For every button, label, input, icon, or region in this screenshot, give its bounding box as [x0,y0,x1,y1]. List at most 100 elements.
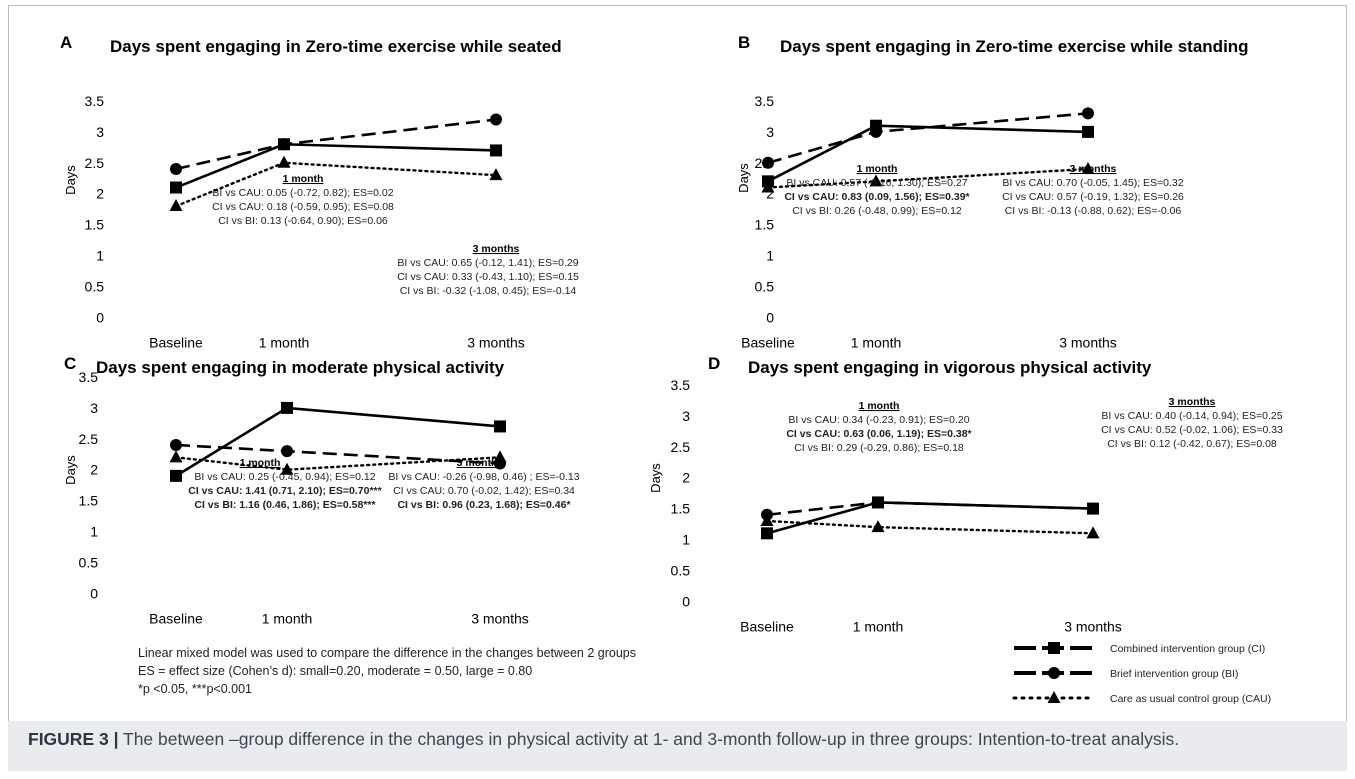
data-point-bi [1082,107,1094,120]
annotation-line: BI vs CAU: -0.26 (-0.98, 0.46) ; ES=-0.1… [388,471,579,483]
y-tick-label: 0.5 [85,278,105,294]
annotation-line: CI vs BI: 0.96 (0.23, 1.68); ES=0.46* [397,499,571,511]
x-tick-label: 3 months [467,334,525,350]
legend-marker [1048,667,1060,679]
data-point-cau [760,513,774,526]
y-tick-label: 2 [682,470,690,486]
series-line-cau [174,456,502,471]
caption-bar [8,721,1347,771]
data-point-cau [493,450,507,463]
data-point-ci [170,181,182,194]
y-tick-label: 3.5 [79,369,99,385]
chart-panel-B: B Days spent engaging in Zero-time exerci… [736,33,1249,350]
data-point-cau [871,520,885,533]
annotation-line: CI vs CAU: 0.83 (0.09, 1.56); ES=0.39* [784,191,970,203]
data-point-cau [169,199,183,212]
annotation-line: BI vs CAU: 0.34 (-0.23, 0.91); ES=0.20 [788,414,969,426]
y-tick-label: 3.5 [85,93,105,109]
annotation-line: BI vs CAU: 0.25 (-0.45, 0.94); ES=0.12 [194,471,375,483]
y-axis-label: Days [648,463,663,493]
legend-label: Brief intervention group (BI) [1110,668,1238,680]
data-point-bi [762,156,774,169]
chart-panel-A: A Days spent engaging in Zero-time exerci… [60,33,579,350]
x-tick-label: 1 month [851,334,902,350]
data-point-cau [277,155,291,168]
legend-label: Care as usual control group (CAU) [1110,693,1271,705]
series-line-cau [765,519,1095,535]
legend-item: Combined intervention group (CI) [1014,642,1265,655]
annotation-heading: 3 months [457,457,504,469]
data-point-bi [872,496,884,509]
y-tick-label: 2 [766,186,774,202]
annotation-line: CI vs BI: 0.29 (-0.29, 0.86); ES=0.18 [794,442,964,454]
data-point-ci [494,420,506,433]
y-tick-label: 1.5 [85,217,105,233]
figure-charts: A Days spent engaging in Zero-time exerci… [60,33,1283,634]
y-tick-label: 3 [96,124,104,140]
data-point-cau [169,450,183,463]
y-tick-label: 1.5 [79,493,99,509]
chart-panel-D: D Days spent engaging in vigorous physica… [648,354,1283,634]
annotation-heading: 3 months [1070,163,1117,175]
series-line-bi [175,118,497,171]
x-tick-label: 3 months [471,610,529,626]
annotation-line: CI vs CAU: 0.63 (0.06, 1.19); ES=0.38* [786,428,972,440]
annotation-line: CI vs BI: 0.12 (-0.42, 0.67); ES=0.08 [1107,438,1277,450]
x-tick-label: 1 month [259,334,310,350]
x-tick-label: Baseline [149,334,203,350]
y-axis-label: Days [63,455,78,485]
annotation-line: CI vs CAU: 0.33 (-0.43, 1.10); ES=0.15 [397,271,579,283]
y-tick-label: 1.5 [755,217,775,233]
annotation-line: BI vs CAU: 0.57 (-0.16, 1.30); ES=0.27 [786,177,967,189]
x-tick-label: Baseline [149,610,203,626]
note-line: *p <0.05, ***p<0.001 [138,682,252,696]
data-point-bi [278,138,290,151]
data-point-ci [281,401,293,414]
note-line: Linear mixed model was used to compare t… [138,646,636,660]
y-tick-label: 3.5 [755,93,775,109]
y-tick-label: 0.5 [79,554,99,570]
caption-label: FIGURE 3 | [28,729,119,749]
x-tick-label: 1 month [853,618,904,634]
legend-marker [1048,642,1060,654]
y-tick-label: 3 [682,408,690,424]
data-point-ci [761,527,773,540]
data-point-bi [490,113,502,126]
chart-legend: Combined intervention group (CI) Brief in… [1012,642,1271,705]
annotation-line: CI vs CAU: 0.52 (-0.02, 1.06); ES=0.33 [1101,424,1283,436]
annotation-heading: 3 months [473,243,520,255]
data-point-bi [170,162,182,175]
y-tick-label: 0 [90,585,98,601]
annotation-line: CI vs BI: -0.13 (-0.88, 0.62); ES=-0.06 [1005,205,1182,217]
y-tick-label: 0 [682,593,690,609]
x-tick-label: 1 month [262,610,313,626]
y-tick-label: 0.5 [671,562,691,578]
y-tick-label: 3 [766,124,774,140]
x-tick-label: 3 months [1059,334,1117,350]
annotation-line: BI vs CAU: 0.40 (-0.14, 0.94); ES=0.25 [1101,410,1282,422]
data-point-cau [869,174,883,187]
y-axis-label: Days [736,163,751,193]
data-point-cau [280,462,294,475]
legend-item: Brief intervention group (BI) [1014,667,1238,680]
chart-panel-C: C Days spent engaging in moderate physica… [63,354,580,626]
note-line: ES = effect size (Cohen’s d): small=0.20… [138,664,533,678]
annotation-line: CI vs BI: 1.16 (0.46, 1.86); ES=0.58*** [194,499,376,511]
chart-title: Days spent engaging in Zero-time exercis… [110,37,562,56]
panel-letter: A [60,33,72,52]
y-tick-label: 3.5 [671,377,691,393]
chart-title: Days spent engaging in Zero-time exercis… [780,37,1249,56]
y-tick-label: 0.5 [755,278,775,294]
data-point-ci [490,144,502,157]
panel-letter: C [64,354,76,373]
x-tick-label: Baseline [740,618,794,634]
data-point-bi [170,438,182,451]
y-tick-label: 1.5 [671,501,691,517]
annotation-heading: 1 month [283,173,324,185]
y-tick-label: 1 [90,524,98,540]
annotation-line: CI vs CAU: 0.70 (-0.02, 1.42); ES=0.34 [393,485,575,497]
annotation-heading: 1 month [240,457,281,469]
annotation-line: CI vs BI: -0.32 (-1.08, 0.45); ES=-0.14 [400,285,577,297]
y-tick-label: 1 [682,532,690,548]
x-tick-label: Baseline [741,334,795,350]
